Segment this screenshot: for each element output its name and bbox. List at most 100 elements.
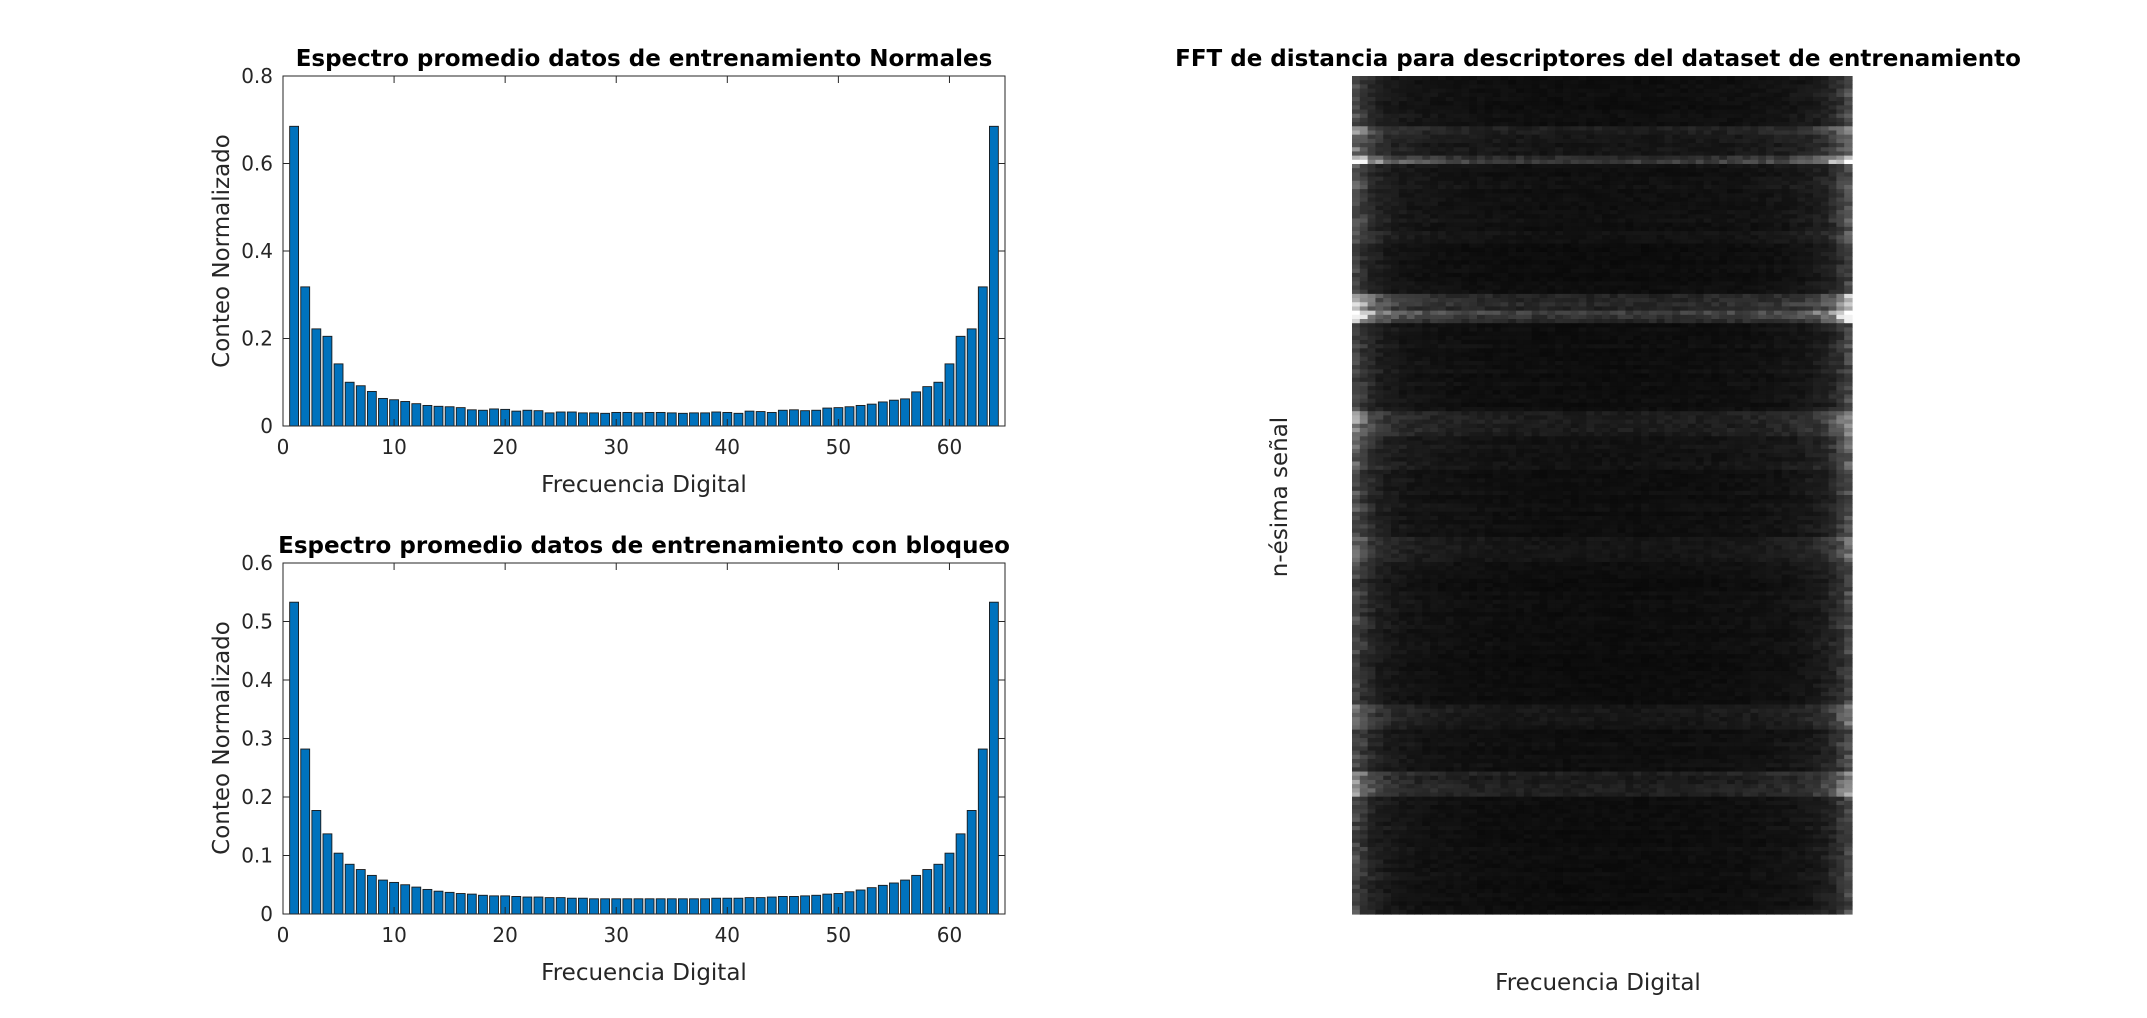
heatmap-cell — [1766, 222, 1775, 228]
heatmap-cell — [1656, 184, 1666, 190]
heatmap-cell — [1461, 218, 1470, 224]
heatmap-cell — [1445, 163, 1455, 169]
heatmap-cell — [1445, 285, 1455, 291]
heatmap-row — [1352, 113, 1853, 119]
heatmap-cell — [1445, 268, 1455, 274]
heatmap-cell — [1445, 302, 1455, 308]
heatmap-cell — [1805, 122, 1814, 127]
heatmap-cell — [1695, 339, 1705, 345]
heatmap-cell — [1359, 381, 1369, 387]
heatmap-cell — [1820, 314, 1830, 320]
heatmap-cell — [1539, 168, 1548, 173]
heatmap-cell — [1758, 243, 1767, 249]
heatmap-cell — [1469, 373, 1478, 379]
heatmap-cell — [1703, 377, 1712, 383]
heatmap-cell — [1836, 251, 1845, 257]
heatmap-cell — [1633, 96, 1642, 102]
heatmap-cell — [1578, 197, 1587, 203]
heatmap-cell — [1734, 117, 1744, 123]
bar — [311, 810, 322, 915]
heatmap-cell — [1836, 298, 1845, 303]
heatmap-cell — [1734, 226, 1744, 232]
heatmap-cell — [1492, 109, 1502, 115]
heatmap-cell — [1727, 210, 1736, 215]
heatmap-cell — [1555, 222, 1564, 228]
heatmap-cell — [1500, 117, 1509, 123]
heatmap-cell — [1781, 285, 1791, 291]
heatmap-cell — [1695, 222, 1705, 228]
heatmap-cell — [1586, 168, 1595, 173]
heatmap-cell — [1625, 218, 1634, 224]
bar — [711, 897, 722, 915]
heatmap-cell — [1625, 260, 1634, 266]
heatmap-cell — [1523, 168, 1533, 173]
chart-blocked-spectrum-title: Espectro promedio datos de entrenamiento… — [278, 533, 1010, 559]
heatmap-cell — [1375, 327, 1384, 333]
heatmap-cell — [1469, 193, 1478, 199]
heatmap-cell — [1750, 80, 1759, 85]
heatmap-cell — [1750, 373, 1759, 379]
heatmap-cell — [1812, 260, 1822, 266]
heatmap-cell — [1508, 88, 1517, 94]
heatmap-cell — [1734, 360, 1744, 366]
heatmap-cell — [1523, 268, 1533, 274]
heatmap-cell — [1609, 201, 1619, 207]
heatmap-cell — [1508, 373, 1517, 379]
heatmap-cell — [1461, 151, 1470, 157]
heatmap-cell — [1500, 76, 1509, 81]
heatmap-cell — [1422, 180, 1431, 186]
heatmap-cell — [1516, 126, 1525, 132]
heatmap-cell — [1391, 138, 1400, 144]
heatmap-cell — [1445, 365, 1455, 370]
heatmap-cell — [1781, 327, 1791, 333]
heatmap-cell — [1375, 168, 1384, 173]
heatmap-cell — [1656, 101, 1666, 106]
heatmap-cell — [1453, 134, 1462, 140]
heatmap-cell — [1359, 226, 1369, 232]
bar — [644, 898, 655, 915]
heatmap-cell — [1695, 231, 1705, 236]
heatmap-cell — [1680, 193, 1689, 199]
heatmap-cell — [1789, 264, 1798, 270]
heatmap-cell — [1805, 197, 1814, 203]
heatmap-cell — [1687, 126, 1697, 132]
heatmap-cell — [1695, 277, 1705, 282]
heatmap-cell — [1727, 176, 1736, 182]
heatmap-cell — [1758, 147, 1767, 153]
heatmap-cell — [1672, 327, 1681, 333]
heatmap-cell — [1687, 235, 1697, 241]
heatmap-cell — [1727, 151, 1736, 157]
heatmap-cell — [1391, 277, 1400, 282]
heatmap-cell — [1383, 293, 1392, 299]
heatmap-cell — [1555, 134, 1564, 140]
heatmap-cell — [1844, 180, 1853, 186]
heatmap-cell — [1531, 377, 1541, 383]
heatmap-cell — [1437, 356, 1447, 362]
heatmap-cell — [1570, 117, 1580, 123]
heatmap-cell — [1508, 84, 1517, 90]
heatmap-cell — [1477, 243, 1486, 249]
heatmap-cell — [1383, 189, 1392, 194]
heatmap-cell — [1656, 281, 1666, 287]
heatmap-cell — [1453, 168, 1462, 173]
heatmap-cell — [1797, 184, 1806, 190]
heatmap-cell — [1766, 105, 1775, 111]
heatmap-cell — [1500, 109, 1509, 115]
heatmap-cell — [1758, 352, 1767, 358]
heatmap-cell — [1750, 201, 1759, 207]
heatmap-cell — [1492, 310, 1502, 316]
heatmap-cell — [1680, 226, 1689, 232]
heatmap-cell — [1594, 151, 1603, 157]
heatmap-cell — [1797, 155, 1806, 161]
heatmap-cell — [1359, 96, 1369, 102]
heatmap-cell — [1727, 298, 1736, 303]
heatmap-cell — [1547, 239, 1556, 245]
heatmap-cell — [1359, 348, 1369, 354]
heatmap-cell — [1750, 222, 1759, 228]
heatmap-cell — [1781, 130, 1791, 136]
heatmap-cell — [1367, 193, 1377, 199]
heatmap-cell — [1477, 105, 1486, 111]
heatmap-cell — [1773, 335, 1783, 341]
heatmap-cell — [1406, 314, 1416, 320]
bar — [855, 889, 866, 915]
